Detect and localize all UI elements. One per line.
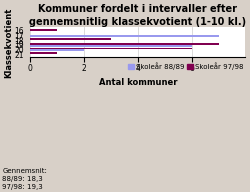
Text: Gennemsnit:
88/89: 18,3
97/98: 19,3: Gennemsnit: 88/89: 18,3 97/98: 19,3 xyxy=(2,168,48,190)
Bar xyxy=(30,49,84,51)
Bar xyxy=(30,52,57,54)
Bar xyxy=(30,45,192,46)
Bar xyxy=(30,43,218,45)
X-axis label: Antal kommuner: Antal kommuner xyxy=(99,78,177,87)
Title: Kommuner fordelt i intervaller efter
gennemsnitlig klassekvotient (1-10 kl.): Kommuner fordelt i intervaller efter gen… xyxy=(29,4,246,26)
Bar xyxy=(30,48,192,49)
Legend: Skoleår 88/89, Skoleår 97/98: Skoleår 88/89, Skoleår 97/98 xyxy=(126,59,246,73)
Bar xyxy=(30,38,111,40)
Y-axis label: Klassekvotient: Klassekvotient xyxy=(4,7,13,78)
Bar xyxy=(30,29,57,31)
Bar xyxy=(30,35,218,37)
